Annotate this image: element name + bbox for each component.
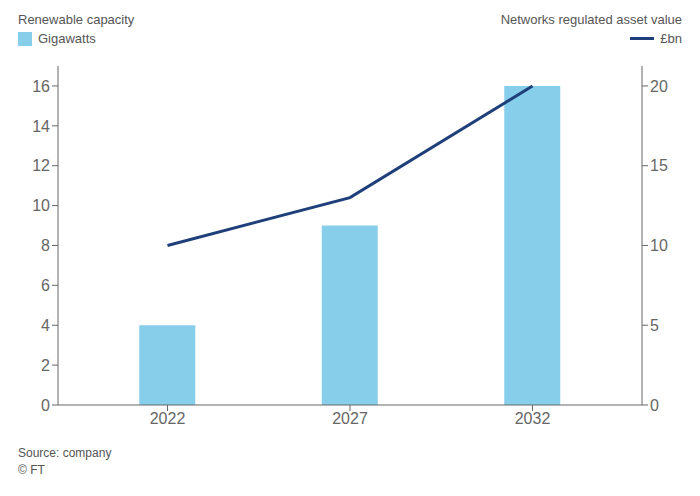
svg-text:5: 5 [650, 317, 659, 334]
svg-text:2: 2 [41, 357, 50, 374]
svg-text:10: 10 [32, 197, 50, 214]
svg-text:8: 8 [41, 237, 50, 254]
svg-text:2022: 2022 [150, 410, 186, 427]
svg-text:16: 16 [32, 78, 50, 95]
svg-text:0: 0 [41, 397, 50, 414]
html-text:Gigawatts: Gigawatts [38, 31, 96, 46]
svg-text:12: 12 [32, 157, 50, 174]
svg-text:6: 6 [41, 277, 50, 294]
html-text:Networks regulated asset value: Networks regulated asset value [500, 12, 682, 27]
svg-text:14: 14 [32, 118, 50, 135]
html-text:£bn: £bn [660, 31, 682, 46]
svg-text:20: 20 [650, 78, 668, 95]
html-text:© FT: © FT [18, 463, 45, 477]
svg-text:2032: 2032 [515, 410, 551, 427]
svg-text:0: 0 [650, 397, 659, 414]
html-text:Renewable capacity: Renewable capacity [18, 12, 135, 27]
svg-text:15: 15 [650, 157, 668, 174]
svg-text:4: 4 [41, 317, 50, 334]
svg-text:10: 10 [650, 237, 668, 254]
svg-text:2027: 2027 [332, 410, 368, 427]
html-text:Source: company: Source: company [18, 446, 112, 460]
